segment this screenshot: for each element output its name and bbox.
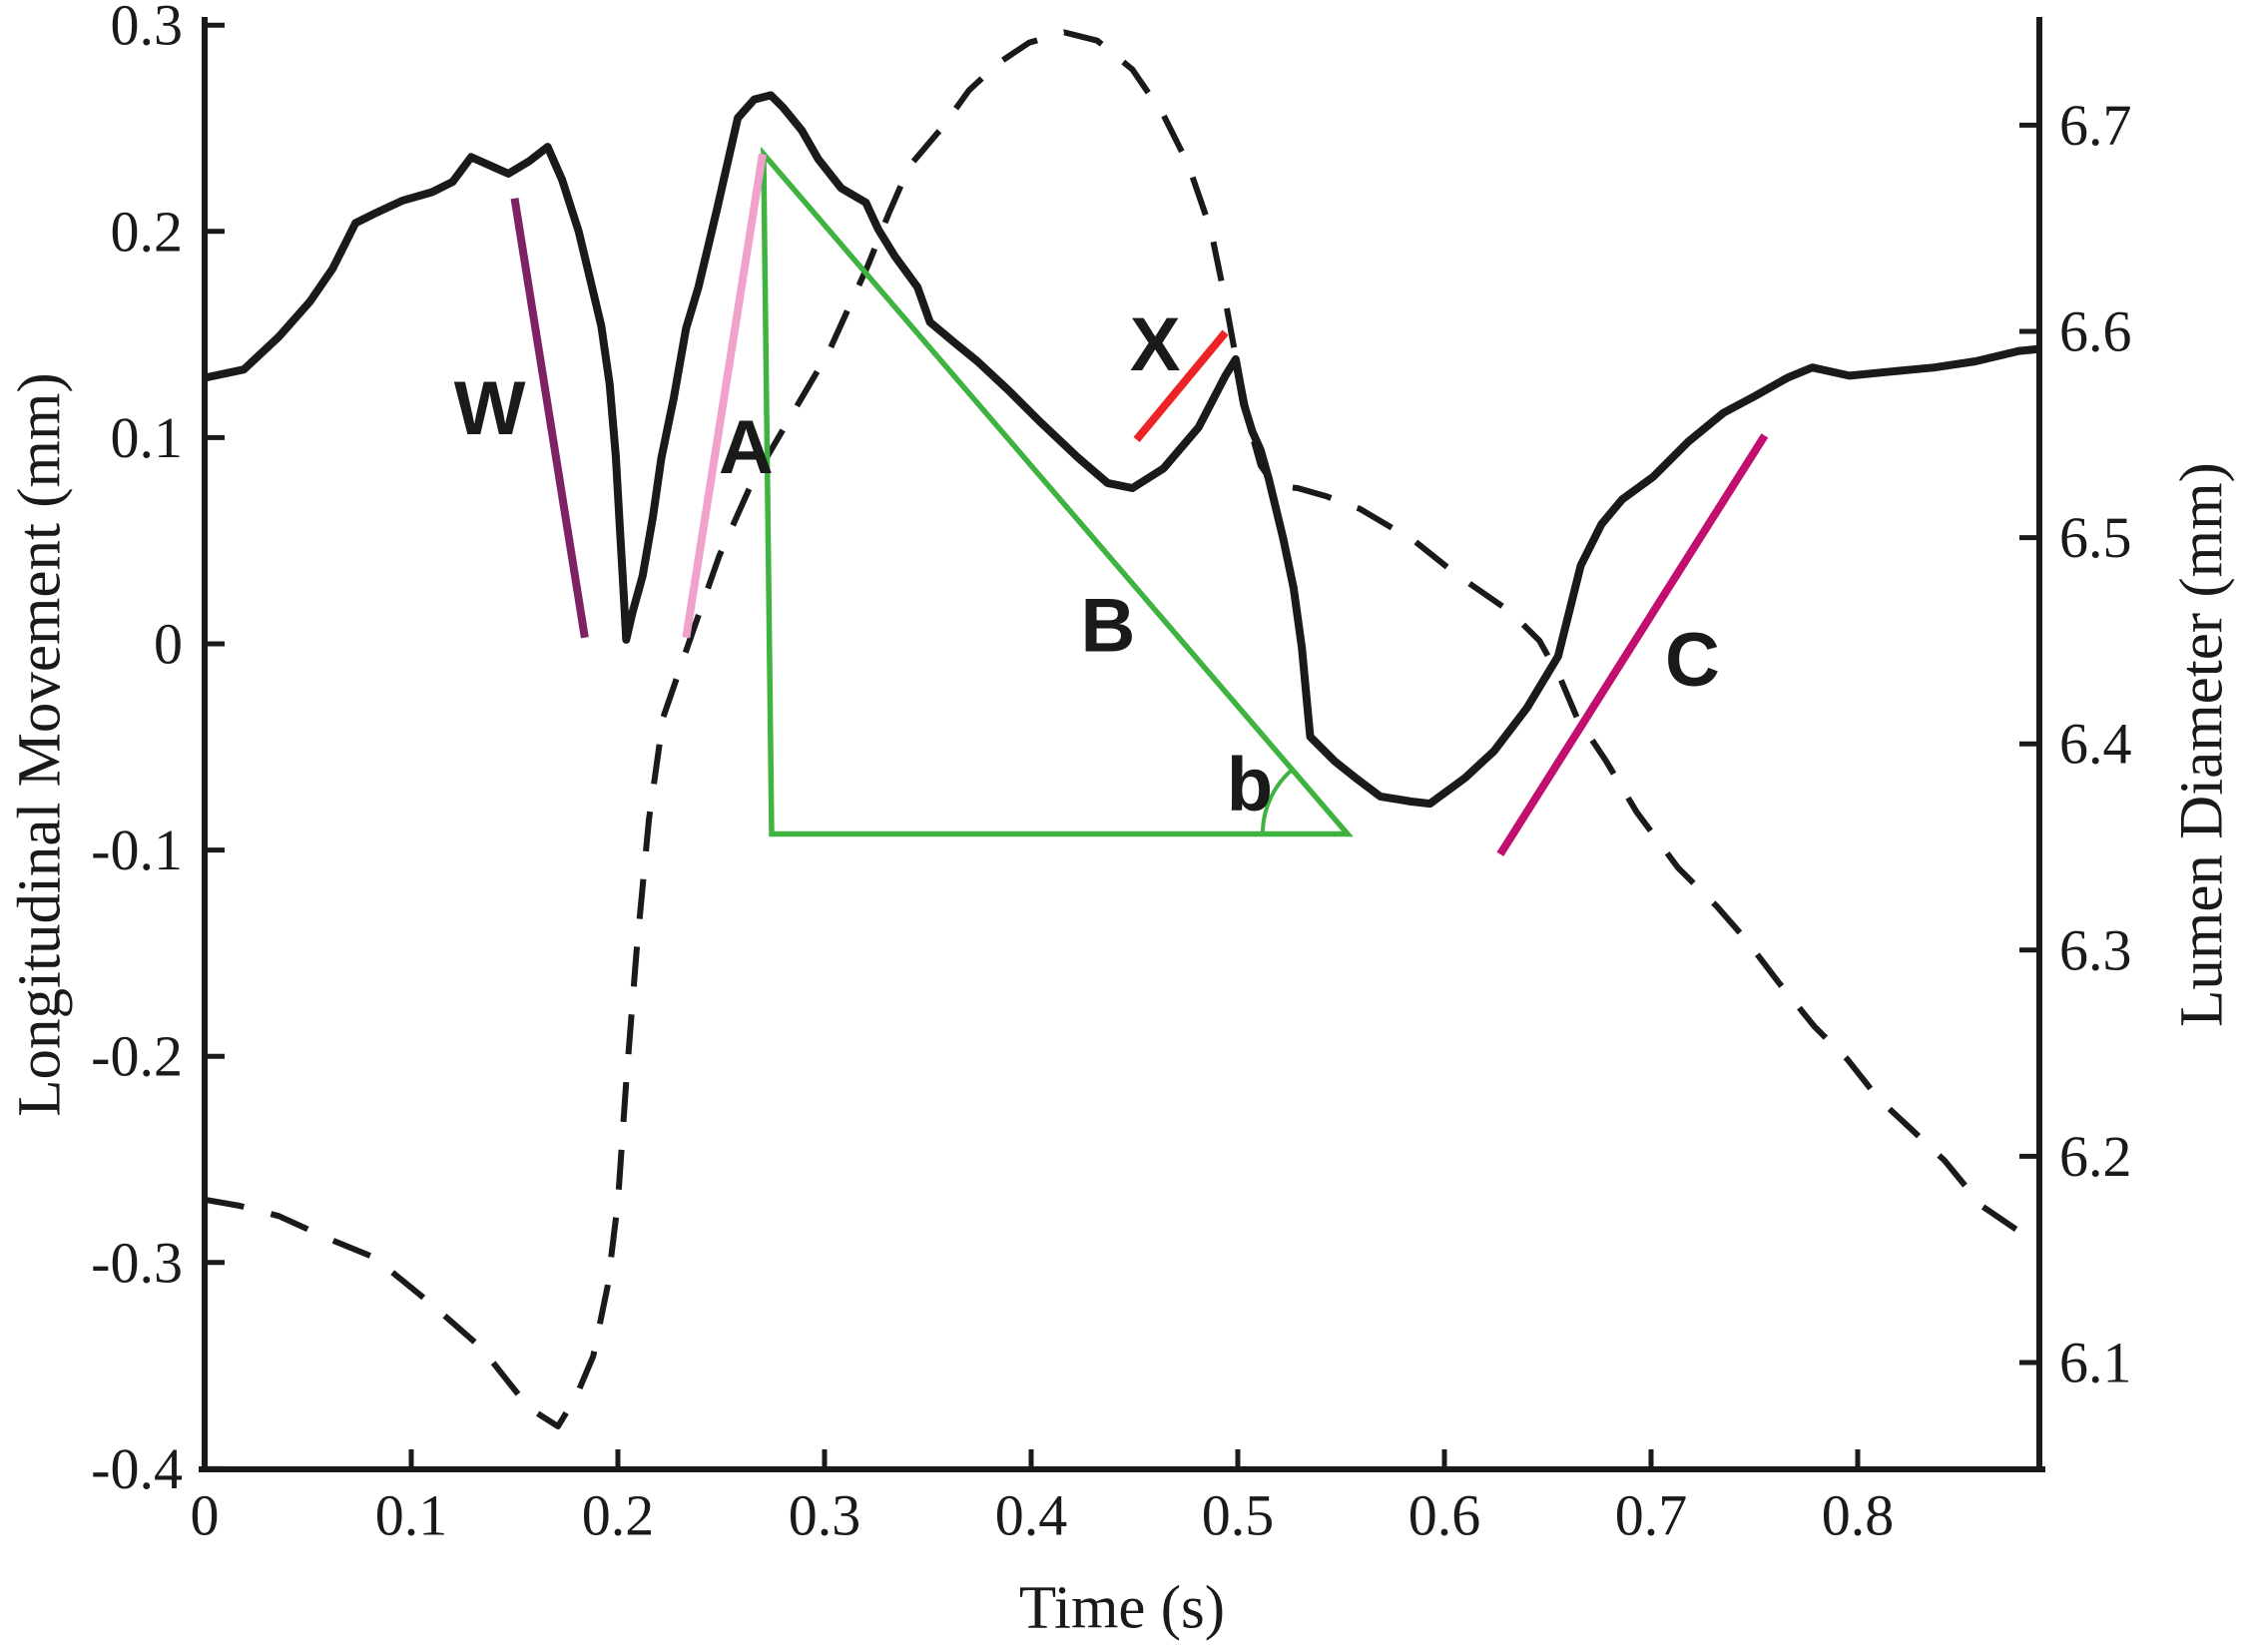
series-line-lumen-diameter (204, 29, 2041, 1429)
annotation-line-X (1133, 329, 1229, 443)
x-tick-label: 0.6 (1408, 1483, 1481, 1548)
right-y-axis-title: Lumen Diameter (mm) (2169, 462, 2236, 1027)
left-y-tick-label: 0.2 (111, 199, 184, 264)
right-y-tick-label: 6.7 (2059, 93, 2132, 158)
axis-titles: Time (s) Longitudinal Movement (mm) Lume… (7, 372, 2236, 1641)
right-y-tick-label: 6.6 (2059, 299, 2132, 364)
label-B: B (1081, 584, 1136, 669)
left-y-axis-title: Longitudinal Movement (mm) (7, 372, 74, 1116)
left-y-tick-label: -0.1 (91, 818, 183, 882)
series-line-longitudinal-movement (204, 91, 2040, 809)
slope-triangle (761, 146, 1354, 837)
right-y-tick-label: 6.5 (2059, 505, 2132, 570)
label-W: W (454, 366, 526, 451)
x-tick-label: 0.1 (375, 1483, 448, 1548)
right-y-tick-label: 6.3 (2059, 917, 2132, 982)
x-tick-label: 0.3 (789, 1483, 861, 1548)
left-y-tick-label: 0.1 (111, 405, 184, 470)
right-y-tick-label: 6.2 (2059, 1124, 2132, 1189)
x-axis-title: Time (s) (1019, 1574, 1225, 1641)
x-tick-label: 0 (191, 1483, 220, 1548)
angle-b-arc (1260, 768, 1294, 834)
right-y-tick-label: 6.4 (2059, 712, 2132, 777)
right-y-tick-label: 6.1 (2059, 1331, 2132, 1395)
annotations: Bb W A X C (454, 146, 1769, 856)
x-tick-label: 0.4 (995, 1483, 1068, 1548)
data-series (204, 29, 2041, 1429)
x-tick-label: 0.7 (1615, 1483, 1688, 1548)
label-C: C (1665, 618, 1720, 703)
label-X: X (1130, 302, 1181, 387)
x-tick-label: 0.8 (1822, 1483, 1895, 1548)
annotation-line-W (510, 198, 589, 639)
axes: 0 0.1 0.2 0.3 0.4 0.5 0.6 0.7 0.8 0.3 0.2 0.1 0 -0.1 -… (91, 0, 2131, 1548)
left-y-tick-label: -0.3 (91, 1230, 183, 1295)
label-b: b (1227, 742, 1273, 826)
left-y-tick-label: 0.3 (111, 0, 184, 58)
label-A: A (719, 405, 774, 490)
left-y-tick-label: -0.4 (91, 1436, 183, 1501)
annotation-line-C (1496, 433, 1769, 856)
x-tick-label: 0.5 (1202, 1483, 1275, 1548)
left-y-tick-label: 0 (154, 612, 183, 677)
left-y-tick-label: -0.2 (91, 1024, 183, 1089)
annotation-line-A (682, 153, 767, 639)
x-tick-label: 0.2 (582, 1483, 655, 1548)
